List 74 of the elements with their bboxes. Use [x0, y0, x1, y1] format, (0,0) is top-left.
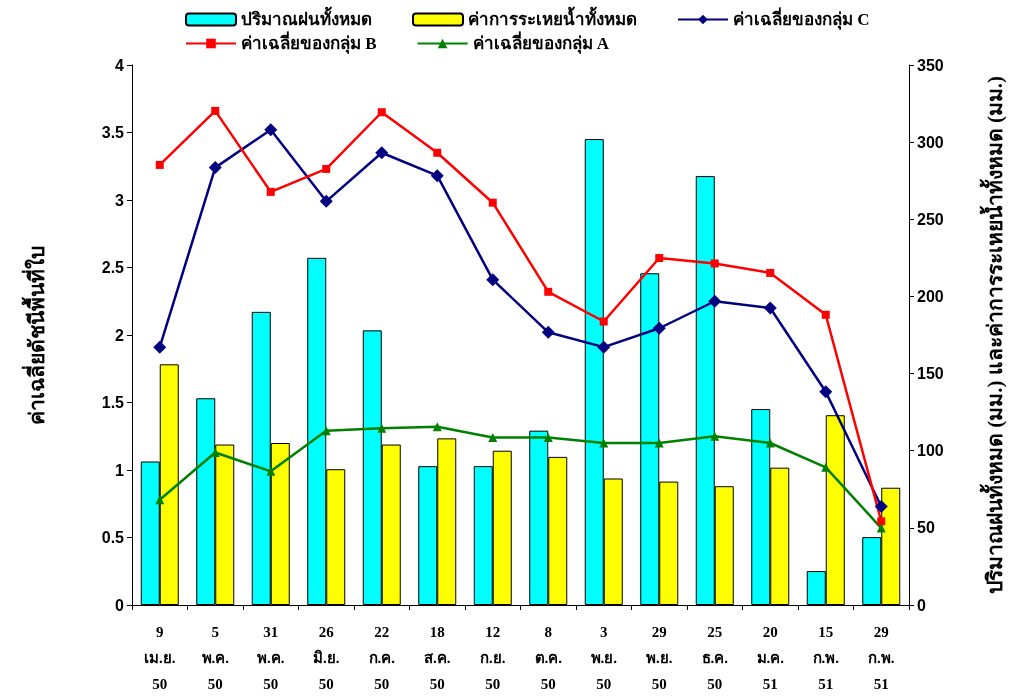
point — [266, 187, 275, 196]
point — [821, 310, 830, 319]
point — [876, 523, 886, 533]
y2-tick-label: 350 — [917, 56, 944, 74]
point — [319, 194, 333, 208]
legend-label: ค่าการระเหยน้ำทั้งหมด — [468, 6, 637, 29]
y2-tick-label: 0 — [917, 596, 926, 614]
point — [819, 385, 833, 399]
legend-label: ปริมาณฝนทั้งหมด — [241, 6, 372, 29]
y-axis-title: ค่าเฉลี่ยดัชนีพื้นที่ใบ — [20, 245, 49, 425]
y2-tick-label: 300 — [917, 133, 944, 151]
y-tick-label: 3 — [115, 191, 125, 209]
point — [377, 108, 386, 117]
point — [599, 317, 608, 326]
y-tick-label: 1.5 — [101, 394, 125, 411]
y-tick-label: 0.5 — [101, 529, 125, 546]
point — [710, 259, 719, 268]
point — [377, 423, 387, 433]
point — [430, 169, 444, 183]
y2-tick-label: 50 — [917, 519, 935, 537]
x-tick-label: 31 พ.ค. 50 — [257, 624, 285, 692]
x-tick-label: 29 พ.ย. 50 — [646, 624, 673, 692]
point — [541, 325, 555, 339]
point — [763, 301, 777, 315]
x-tick-label: 15 ก.พ. 51 — [812, 624, 840, 692]
x-tick-label: 20 ม.ค. 51 — [756, 624, 785, 692]
point — [211, 106, 220, 115]
y-tick-label: 0 — [115, 596, 125, 614]
point — [821, 462, 831, 472]
point — [208, 161, 222, 175]
point — [597, 340, 611, 354]
y2-tick-label: 100 — [917, 442, 944, 460]
point — [264, 123, 278, 137]
point — [654, 438, 664, 448]
x-tick-label: 26 มิ.ย. 50 — [313, 624, 340, 692]
x-tick-label: 29 ก.พ. 51 — [868, 624, 895, 692]
point — [766, 268, 775, 277]
y2-tick-label: 200 — [917, 287, 944, 305]
legend-label: ค่าเฉลี่ยของกลุ่ม C — [733, 7, 870, 30]
point — [433, 148, 442, 157]
x-tick-label: 3 พ.ย. 50 — [590, 624, 618, 692]
point — [486, 273, 500, 287]
point — [599, 438, 609, 448]
x-tick-label: 9 เม.ย. 50 — [144, 624, 176, 692]
x-tick-label: 18 ส.ค. 50 — [424, 624, 451, 692]
legend-label: ค่าเฉลี่ยของกลุ่ม A — [472, 31, 610, 54]
y2-axis-title: ปริมาณฝนทั้งหมด (มม.) และค่าการระเหยน้ำทั้งหมด (มม.) — [978, 75, 1007, 595]
point — [655, 254, 664, 263]
y-tick-label: 1 — [115, 461, 125, 479]
point — [708, 294, 722, 308]
legend-label: ค่าเฉลี่ยของกลุ่ม B — [241, 31, 377, 54]
point — [155, 160, 164, 169]
x-tick-label: 12 ก.ย. 50 — [480, 624, 506, 692]
point — [877, 517, 886, 526]
point — [765, 438, 775, 448]
x-tick-label: 22 ก.ค. 50 — [368, 624, 396, 692]
point — [322, 164, 331, 173]
y2-tick-label: 150 — [917, 365, 944, 383]
point — [544, 287, 553, 296]
x-tick-label: 8 ต.ค. 50 — [534, 624, 563, 692]
point — [652, 321, 666, 335]
y-tick-label: 3.5 — [101, 124, 125, 141]
x-tick-label: 25 ธ.ค. 50 — [701, 624, 729, 692]
point — [874, 499, 888, 513]
point — [710, 431, 720, 441]
point — [153, 340, 167, 354]
point — [375, 146, 389, 160]
y-tick-label: 2.5 — [101, 259, 125, 276]
y-tick-label: 4 — [115, 56, 125, 74]
y2-tick-label: 250 — [917, 210, 944, 228]
y-tick-label: 2 — [115, 326, 125, 344]
point — [488, 198, 497, 207]
point — [266, 466, 276, 476]
x-tick-label: 5 พ.ค. 50 — [201, 624, 230, 692]
